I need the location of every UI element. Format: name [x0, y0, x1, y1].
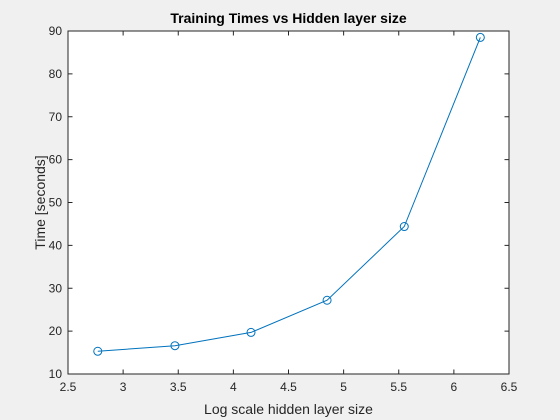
y-tick-label: 60: [49, 153, 63, 167]
ticks-layer: 2.5 3 3.5 4 4.5 5 5.5 6 6.5 10 20 30 40 50 60 70 80 90: [49, 24, 518, 394]
y-tick-label: 20: [49, 324, 63, 338]
x-tick-label: 3: [120, 380, 127, 394]
x-tick-label: 5: [340, 380, 347, 394]
x-tick-label: 4.5: [280, 380, 297, 394]
series-line: [97, 37, 481, 352]
y-tick-label: 80: [49, 67, 63, 81]
x-tick-label: 6: [451, 380, 458, 394]
y-tick-label: 50: [49, 196, 63, 210]
y-tick-label: 40: [49, 238, 63, 252]
y-tick-label: 70: [49, 110, 63, 124]
data-point: [399, 222, 409, 232]
x-tick-label: 2.5: [60, 380, 77, 394]
y-tick-label: 30: [49, 281, 63, 295]
series-layer: [93, 32, 485, 356]
x-tick-label: 6.5: [501, 380, 518, 394]
y-tick-label: 10: [49, 367, 63, 381]
chart-title: Training Times vs Hidden layer size: [170, 10, 406, 26]
plot-frame: [67, 30, 510, 375]
x-tick-label: 5.5: [390, 380, 407, 394]
data-point: [475, 32, 485, 42]
data-point: [170, 341, 180, 351]
y-tick-label: 90: [49, 24, 63, 38]
plot-area: [68, 31, 509, 374]
data-point: [93, 346, 103, 356]
x-axis-label: Log scale hidden layer size: [204, 401, 373, 417]
y-axis-label: Time [seconds]: [32, 155, 48, 249]
x-tick-label: 3.5: [170, 380, 187, 394]
data-point: [246, 327, 256, 337]
data-point: [322, 295, 332, 305]
x-tick-label: 4: [230, 380, 237, 394]
